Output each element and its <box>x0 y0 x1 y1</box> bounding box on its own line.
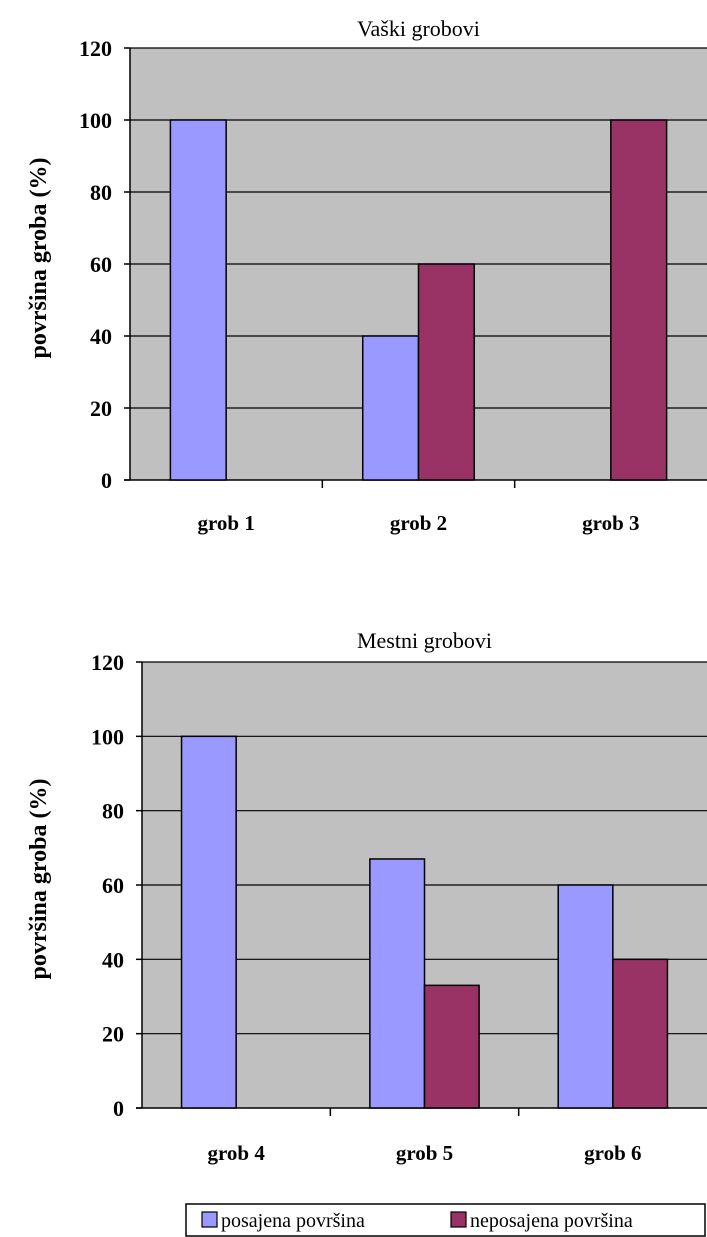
chart-1-title: Vaški grobovi <box>357 16 480 41</box>
chart-1-y-tick-label: 60 <box>90 252 112 277</box>
chart-1-bar-posajena-2 <box>361 335 420 481</box>
legend-label-neposajena: neposajena površina <box>470 1210 633 1232</box>
chart-1-y-tick-label: 120 <box>79 36 112 61</box>
chart-2-y-tick-label: 120 <box>91 650 124 675</box>
chart-1-y-tick-label: 20 <box>90 396 112 421</box>
chart-1-x-tick-label: grob 2 <box>390 511 447 535</box>
chart-2-y-tick-label: 20 <box>102 1022 124 1047</box>
chart-2-x-tick-label: grob 4 <box>207 1141 265 1165</box>
chart-2-x-tick-label: grob 5 <box>396 1141 453 1165</box>
chart-1-y-tick-label: 80 <box>90 180 112 205</box>
chart-2-bar-neposajena-3 <box>612 958 669 1109</box>
chart-1-x-tick-label: grob 3 <box>582 511 639 535</box>
chart-2-y-axis-label: površina groba (%) <box>26 779 52 980</box>
chart-2-y-tick-label: 100 <box>91 724 124 749</box>
chart-2-bar-neposajena-2 <box>423 984 480 1109</box>
chart-1-y-tick-label: 0 <box>101 468 112 493</box>
chart-1-bar-neposajena-3 <box>610 119 668 481</box>
legend-box <box>185 1203 706 1237</box>
chart-2-y-tick-label: 40 <box>102 947 124 972</box>
chart-1-y-axis-label: površina groba (%) <box>26 158 52 359</box>
chart-2-bar-posajena-2 <box>369 858 426 1109</box>
chart-2-bar-posajena-3 <box>557 884 614 1109</box>
chart-2-x-tick-label: grob 6 <box>584 1141 641 1165</box>
chart-1-bar-neposajena-2 <box>417 263 476 481</box>
chart-2-title: Mestni grobovi <box>357 628 492 653</box>
chart-2-y-tick-label: 60 <box>102 873 124 898</box>
legend-label-posajena: posajena površina <box>221 1210 365 1232</box>
legend-swatch-posajena <box>201 1211 218 1228</box>
chart-2-bar-posajena-1 <box>180 735 237 1109</box>
chart-2-y-tick-label: 80 <box>102 799 124 824</box>
chart-1-bar-posajena-1 <box>169 119 227 481</box>
legend-swatch-neposajena <box>450 1211 467 1228</box>
chart-1-y-tick-label: 100 <box>79 108 112 133</box>
chart-1-y-tick-label: 40 <box>90 324 112 349</box>
chart-1-x-tick-label: grob 1 <box>197 511 254 535</box>
chart-2-y-tick-label: 0 <box>113 1096 124 1121</box>
